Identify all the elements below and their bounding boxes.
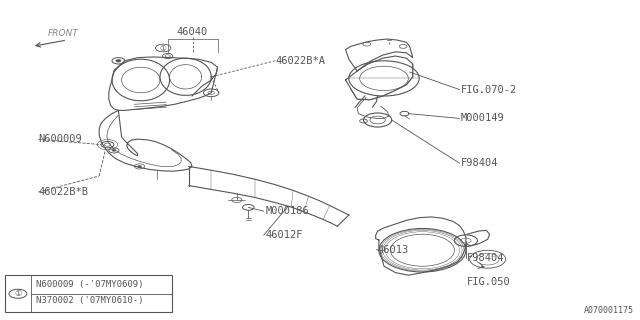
Circle shape: [112, 149, 116, 151]
Text: 46022B*A: 46022B*A: [275, 56, 325, 66]
Text: FRONT: FRONT: [47, 29, 78, 38]
Text: A070001175: A070001175: [584, 306, 634, 315]
Text: 46012F: 46012F: [266, 230, 303, 240]
Text: 46040: 46040: [177, 27, 207, 37]
Text: N600009: N600009: [38, 134, 82, 144]
Text: 46022B*B: 46022B*B: [38, 187, 88, 197]
Bar: [5, 275, 172, 312]
Text: F98404: F98404: [461, 158, 499, 168]
Circle shape: [138, 165, 141, 167]
Text: 46013: 46013: [378, 244, 409, 255]
Text: ①: ①: [160, 44, 166, 52]
Text: F98404: F98404: [467, 252, 505, 263]
Text: M000186: M000186: [266, 206, 309, 216]
Text: N370002 ('07MY0610-): N370002 ('07MY0610-): [36, 296, 143, 306]
Text: N600009 (-'07MY0609): N600009 (-'07MY0609): [36, 280, 143, 289]
Text: FIG.070-2: FIG.070-2: [461, 84, 517, 95]
Text: M000149: M000149: [461, 113, 504, 124]
Text: FIG.050: FIG.050: [467, 276, 511, 287]
Text: ①: ①: [14, 289, 22, 298]
Circle shape: [116, 60, 121, 62]
